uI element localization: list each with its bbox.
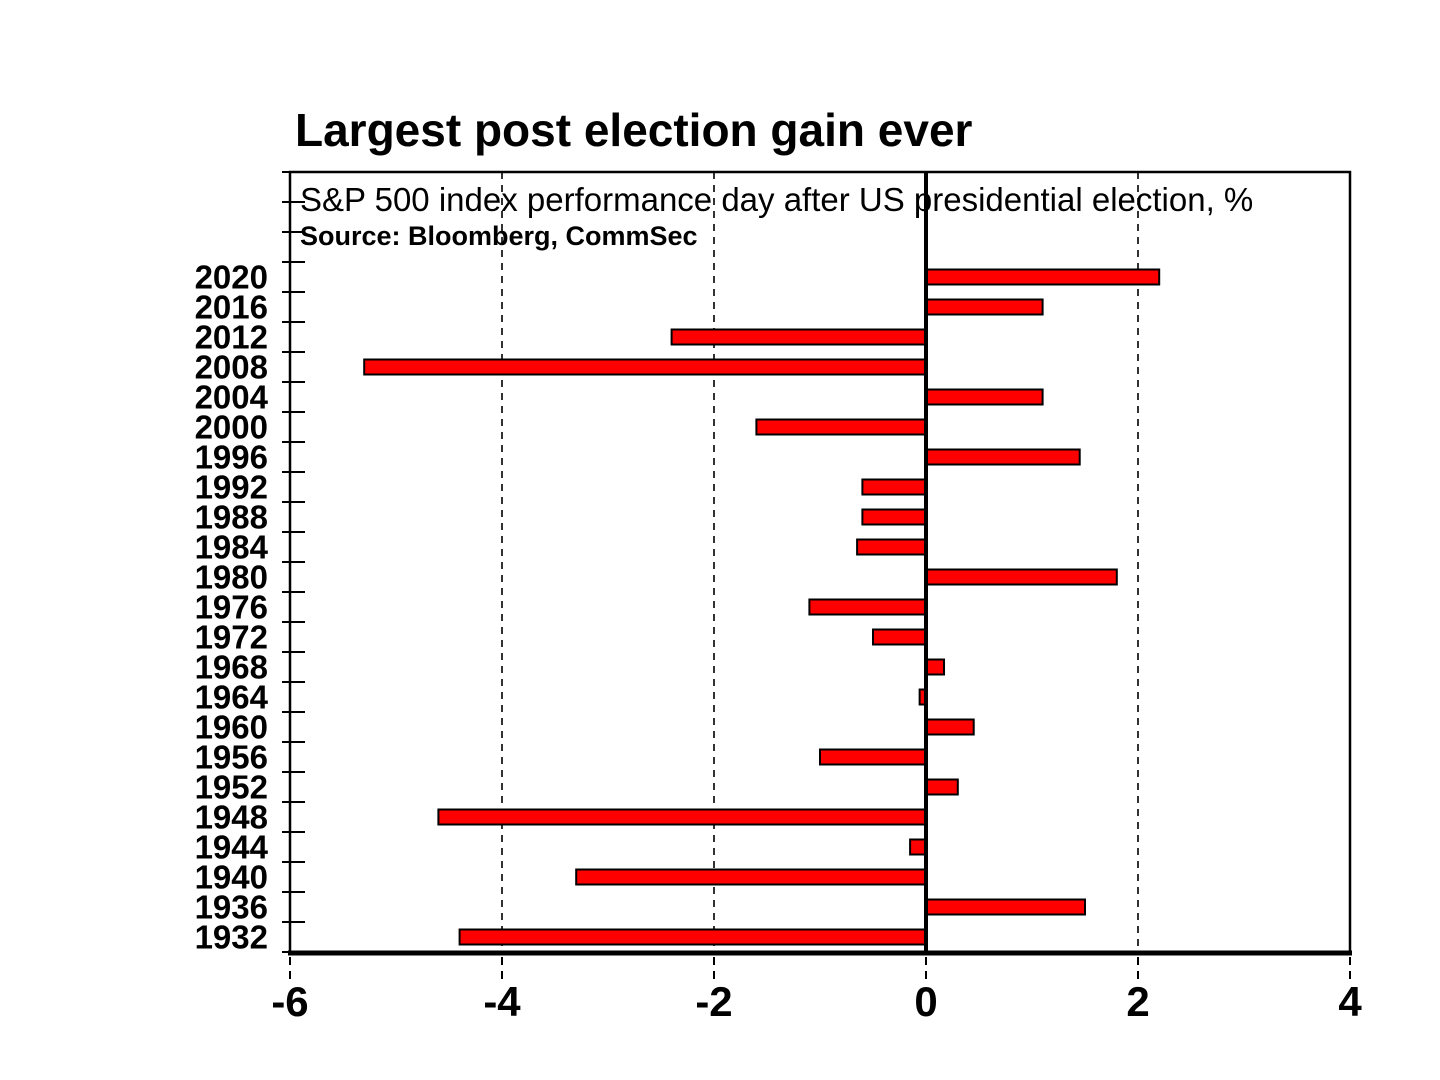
chart-subtitle: S&P 500 index performance day after US p…	[300, 181, 1254, 218]
y-axis-label-2020: 2020	[195, 259, 268, 296]
y-axis-label-2004: 2004	[195, 379, 269, 416]
x-axis-label-4: 4	[1338, 978, 1362, 1025]
y-axis-label-1936: 1936	[195, 889, 268, 926]
y-axis-label-1944: 1944	[195, 829, 269, 866]
bar-2004	[925, 388, 1044, 406]
bar-2008	[363, 358, 927, 376]
y-axis-label-1996: 1996	[195, 439, 268, 476]
y-axis-label-1956: 1956	[195, 739, 268, 776]
y-axis-label-2012: 2012	[195, 319, 268, 356]
x-axis-label-2: 2	[1126, 978, 1149, 1025]
bar-2020	[925, 268, 1161, 286]
bar-1956	[819, 748, 927, 766]
x-axis-label--4: -4	[483, 978, 521, 1025]
y-axis-label-1932: 1932	[195, 919, 268, 956]
y-axis-label-2016: 2016	[195, 289, 268, 326]
plot-background	[290, 172, 1350, 952]
bar-1972	[872, 628, 927, 646]
y-axis-label-1976: 1976	[195, 589, 268, 626]
y-axis-label-1992: 1992	[195, 469, 268, 506]
y-axis-label-2000: 2000	[195, 409, 268, 446]
bar-1992	[861, 478, 928, 496]
bar-1952	[925, 778, 959, 796]
y-axis-label-2008: 2008	[195, 349, 268, 386]
bar-2012	[670, 328, 927, 346]
y-axis-label-1940: 1940	[195, 859, 268, 896]
y-axis-label-1948: 1948	[195, 799, 268, 836]
y-axis-label-1988: 1988	[195, 499, 268, 536]
bar-1936	[925, 898, 1086, 916]
source-note: Source: Bloomberg, CommSec	[300, 221, 698, 251]
y-axis-label-1968: 1968	[195, 649, 268, 686]
bar-1984	[856, 538, 927, 556]
chart-title: Largest post election gain ever	[295, 104, 973, 156]
bar-1996	[925, 448, 1081, 466]
bar-2016	[925, 298, 1044, 316]
bar-2000	[755, 418, 928, 436]
y-axis-label-1972: 1972	[195, 619, 268, 656]
y-axis-label-1960: 1960	[195, 709, 268, 746]
x-axis-label--6: -6	[271, 978, 308, 1025]
bar-1932	[458, 928, 927, 946]
y-axis-label-1964: 1964	[195, 679, 269, 716]
bar-1940	[575, 868, 927, 886]
bar-1980	[925, 568, 1118, 586]
bar-1968	[925, 658, 946, 676]
bar-1960	[925, 718, 975, 736]
y-axis-label-1952: 1952	[195, 769, 268, 806]
y-axis-label-1984: 1984	[195, 529, 269, 566]
y-axis-label-1980: 1980	[195, 559, 268, 596]
x-axis-label--2: -2	[695, 978, 732, 1025]
x-axis-label-0: 0	[914, 978, 937, 1025]
bar-1976	[808, 598, 928, 616]
bar-1948	[437, 808, 927, 826]
bar-1988	[861, 508, 928, 526]
bar-1944	[909, 838, 927, 856]
